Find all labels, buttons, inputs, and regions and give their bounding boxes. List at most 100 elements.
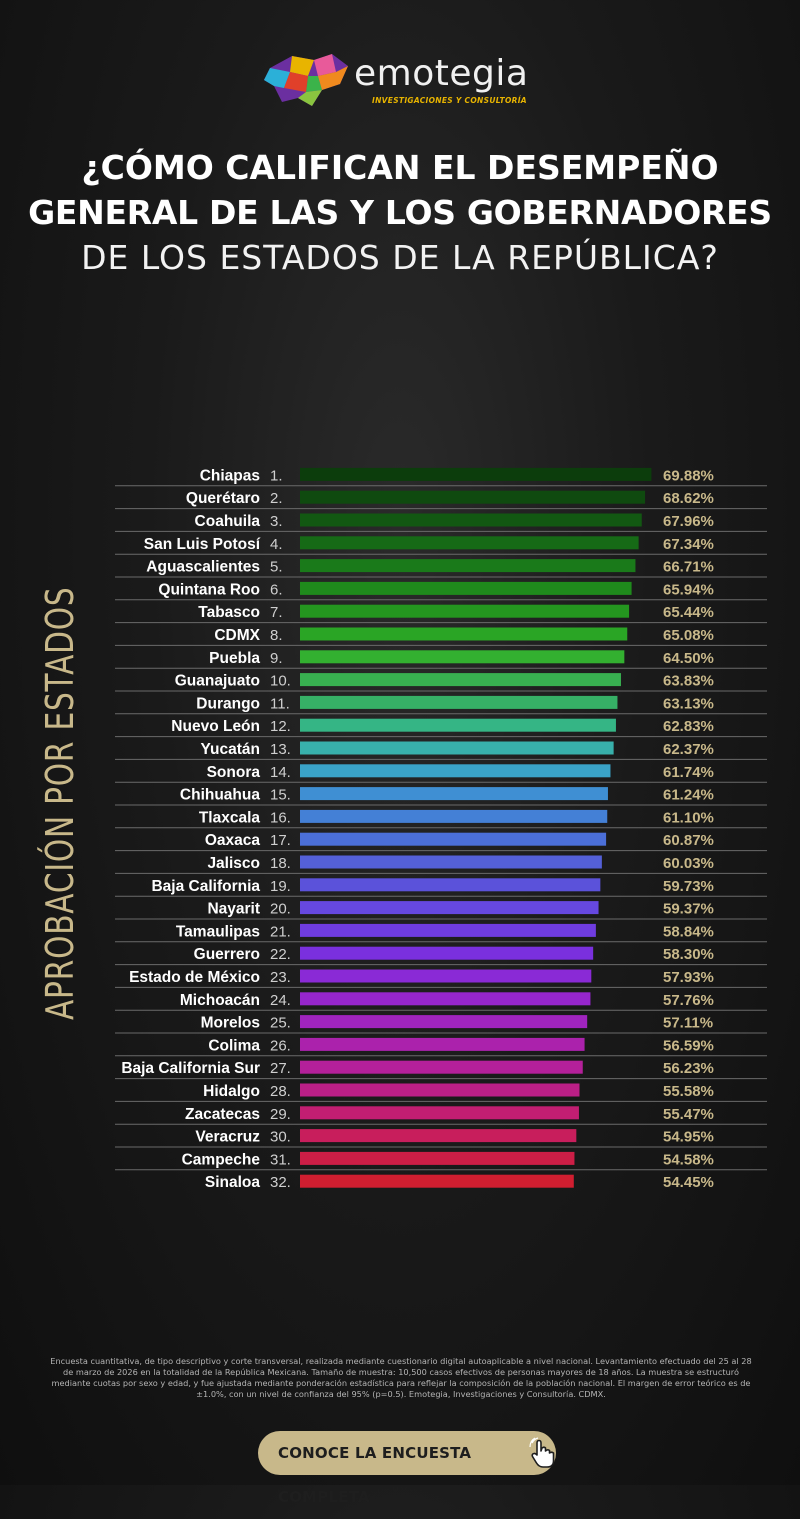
rank-label: 27. [270, 1060, 291, 1077]
rank-label: 11. [270, 695, 290, 712]
pointer-hand-icon [529, 1437, 555, 1468]
value-label: 69.88% [663, 467, 714, 484]
state-label: Tamaulipas [176, 923, 260, 940]
state-label: Guanajuato [175, 673, 260, 690]
title-line-3: DE LOS ESTADOS DE LA REPÚBLICA? [81, 238, 719, 277]
approval-bar [300, 1037, 585, 1051]
value-label: 55.47% [663, 1106, 714, 1123]
value-label: 59.37% [663, 901, 714, 918]
value-label: 64.50% [663, 650, 714, 667]
state-label: Quintana Roo [158, 581, 260, 598]
value-label: 67.96% [663, 513, 714, 530]
rank-label: 15. [270, 787, 291, 804]
state-label: Durango [196, 695, 260, 712]
rank-label: 8. [270, 627, 283, 644]
approval-bar [300, 764, 611, 778]
approval-bar [300, 1174, 574, 1188]
title-line-1: ¿CÓMO CALIFICAN EL DESEMPEÑO [81, 148, 719, 187]
value-label: 66.71% [663, 559, 714, 576]
approval-bar [300, 536, 639, 550]
rank-label: 18. [270, 855, 291, 872]
approval-bar [300, 604, 630, 618]
methodology-footnote: Encuesta cuantitativa, de tipo descripti… [50, 1356, 752, 1399]
rank-label: 31. [270, 1151, 291, 1168]
approval-bar [300, 513, 642, 527]
state-label: Chihuahua [180, 787, 260, 804]
rank-label: 3. [270, 513, 283, 530]
approval-bar [300, 695, 618, 709]
state-label: Jalisco [207, 855, 260, 872]
state-label: Baja California [151, 878, 260, 895]
rank-label: 9. [270, 650, 283, 667]
value-label: 61.24% [663, 787, 714, 804]
state-label: Sonora [207, 764, 261, 781]
value-label: 57.93% [663, 969, 714, 986]
approval-bar [300, 1060, 583, 1074]
approval-bar [300, 673, 621, 687]
state-label: Aguascalientes [146, 559, 260, 576]
value-label: 56.59% [663, 1037, 714, 1054]
value-label: 57.11% [663, 1015, 713, 1032]
value-label: 54.45% [663, 1174, 714, 1191]
approval-bar [300, 878, 601, 892]
cta-label: CONOCE LA ENCUESTA COMPLETA [278, 1444, 472, 1506]
value-label: 62.83% [663, 718, 714, 735]
approval-bar [300, 627, 628, 641]
rank-label: 23. [270, 969, 291, 986]
approval-bar [300, 1151, 575, 1165]
rank-label: 14. [270, 764, 291, 781]
state-label: Guerrero [194, 946, 260, 963]
approval-bar [300, 787, 608, 801]
approval-bar [300, 1129, 577, 1143]
rank-label: 1. [270, 467, 283, 484]
value-label: 65.08% [663, 627, 714, 644]
value-label: 57.76% [663, 992, 714, 1009]
approval-bar [300, 581, 632, 595]
rank-label: 19. [270, 878, 291, 895]
rank-label: 5. [270, 559, 283, 576]
rank-label: 25. [270, 1015, 291, 1032]
approval-bar [300, 969, 592, 983]
value-label: 58.84% [663, 923, 714, 940]
approval-bar [300, 741, 614, 755]
value-label: 65.94% [663, 581, 714, 598]
rank-label: 20. [270, 901, 291, 918]
brand-logo: emotegia INVESTIGACIONES Y CONSULTORÍA [262, 50, 532, 112]
state-label: Querétaro [186, 490, 260, 507]
state-label: Tabasco [198, 604, 260, 621]
value-label: 58.30% [663, 946, 714, 963]
state-label: Baja California Sur [121, 1060, 260, 1077]
rank-label: 29. [270, 1106, 291, 1123]
approval-bar [300, 650, 625, 664]
approval-bar [300, 855, 602, 869]
rank-label: 2. [270, 490, 283, 507]
value-label: 63.83% [663, 673, 714, 690]
state-label: Zacatecas [185, 1106, 260, 1123]
approval-bar [300, 901, 599, 915]
value-label: 59.73% [663, 878, 714, 895]
state-label: Chiapas [200, 467, 260, 484]
state-label: CDMX [214, 627, 260, 644]
rank-label: 17. [270, 832, 291, 849]
rank-label: 26. [270, 1037, 291, 1054]
rank-label: 12. [270, 718, 291, 735]
state-label: Campeche [182, 1151, 261, 1168]
rank-label: 28. [270, 1083, 291, 1100]
state-label: Estado de México [129, 969, 260, 986]
rank-label: 10. [270, 673, 291, 690]
value-label: 67.34% [663, 536, 714, 553]
rank-label: 16. [270, 809, 291, 826]
rank-label: 4. [270, 536, 283, 553]
approval-bar [300, 923, 596, 937]
rank-label: 30. [270, 1129, 291, 1146]
approval-bar [300, 946, 594, 960]
state-label: Colima [208, 1037, 260, 1054]
state-label: Tlaxcala [199, 809, 261, 826]
survey-cta-button[interactable]: CONOCE LA ENCUESTA COMPLETA [258, 1431, 556, 1506]
value-label: 60.87% [663, 832, 714, 849]
value-label: 54.95% [663, 1129, 714, 1146]
state-label: Veracruz [195, 1129, 260, 1146]
state-label: Sinaloa [205, 1174, 261, 1191]
value-label: 61.74% [663, 764, 714, 781]
state-label: Coahuila [195, 513, 261, 530]
